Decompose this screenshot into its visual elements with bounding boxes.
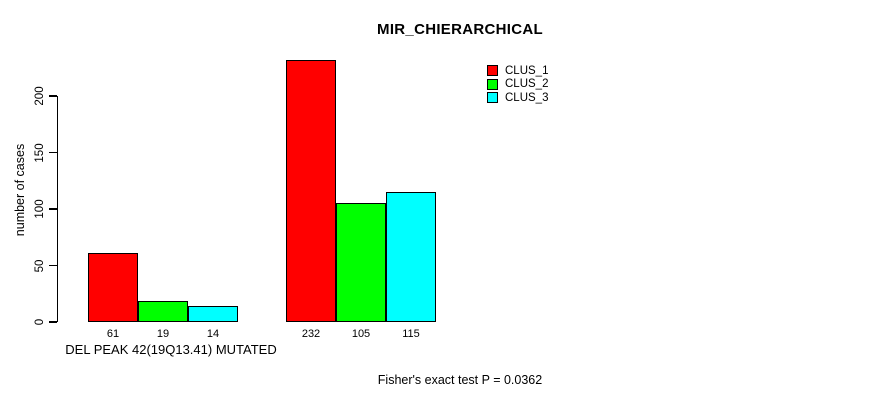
bar-clus_3-group2 bbox=[386, 192, 436, 322]
bar-clus_1-group1 bbox=[88, 253, 138, 322]
legend-swatch-icon bbox=[487, 65, 498, 77]
y-axis-label: number of cases bbox=[13, 143, 27, 237]
y-axis-tick bbox=[49, 208, 57, 210]
y-axis-tick bbox=[49, 321, 57, 323]
legend-entry-clus_3: CLUS_3 bbox=[487, 91, 548, 105]
chart-title: MIR_CHIERARCHICAL bbox=[377, 21, 543, 38]
bar-clus_3-group1 bbox=[188, 306, 238, 322]
legend-swatch-icon bbox=[487, 78, 498, 90]
x-axis-label: DEL PEAK 42(19Q13.41) MUTATED bbox=[65, 342, 277, 357]
legend-swatch-icon bbox=[487, 92, 498, 104]
bar-value-label: 232 bbox=[301, 328, 321, 340]
legend-label: CLUS_1 bbox=[505, 64, 549, 77]
bar-clus_1-group2 bbox=[286, 59, 336, 322]
bar-clus_2-group2 bbox=[336, 203, 386, 322]
legend-label: CLUS_3 bbox=[505, 91, 549, 104]
y-axis-tick-label: 100 bbox=[34, 199, 46, 219]
y-axis-tick-label: 0 bbox=[34, 318, 46, 326]
bar-value-label: 105 bbox=[351, 328, 371, 340]
bar-value-label: 19 bbox=[156, 328, 170, 340]
y-axis-tick-label: 50 bbox=[34, 259, 46, 272]
y-axis-tick-label: 200 bbox=[34, 86, 46, 106]
y-axis-tick bbox=[49, 264, 57, 267]
bar-value-label: 61 bbox=[106, 328, 120, 340]
y-axis-tick bbox=[49, 151, 57, 154]
y-axis-tick-label: 150 bbox=[34, 142, 46, 163]
y-axis-tick bbox=[49, 95, 57, 97]
legend-entry-clus_1: CLUS_1 bbox=[487, 64, 548, 78]
y-axis-line bbox=[57, 96, 59, 322]
legend-label: CLUS_2 bbox=[505, 78, 549, 91]
legend: CLUS_1 CLUS_2 CLUS_3 bbox=[487, 64, 548, 105]
legend-entry-clus_2: CLUS_2 bbox=[487, 78, 548, 92]
bar-value-label: 14 bbox=[206, 328, 220, 340]
bar-clus_2-group1 bbox=[138, 300, 188, 322]
bar-value-label: 115 bbox=[402, 328, 420, 340]
annotation-fishers-test: Fisher's exact test P = 0.0362 bbox=[377, 373, 543, 387]
